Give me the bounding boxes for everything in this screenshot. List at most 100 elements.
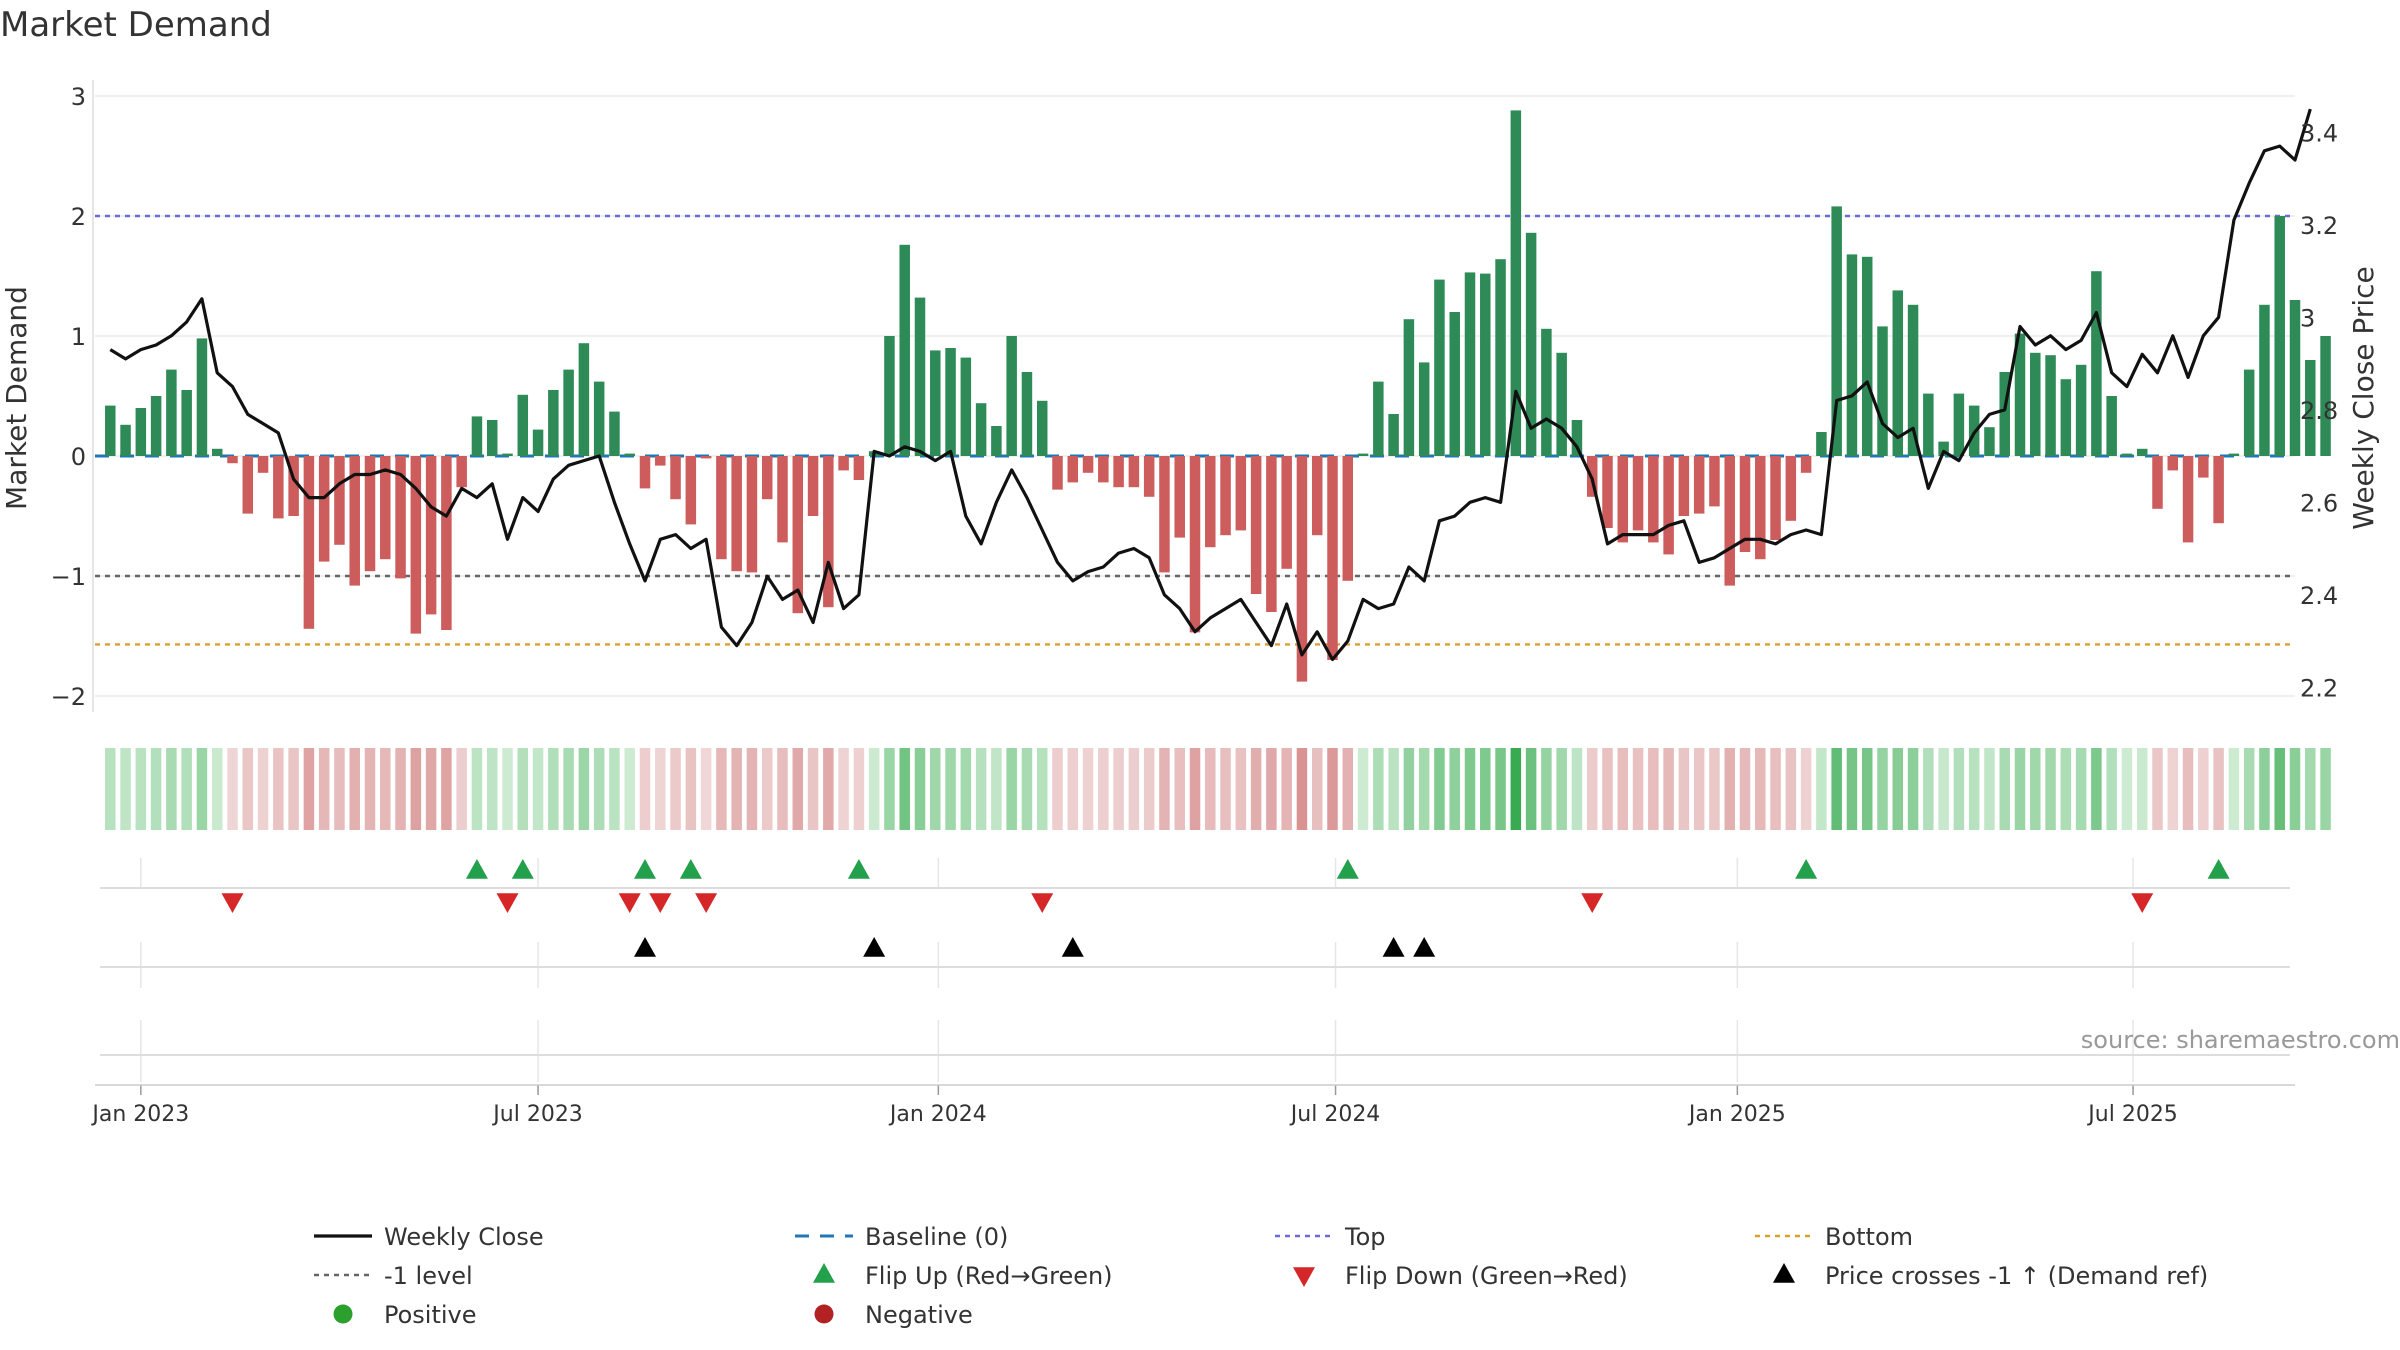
heat-strip-cell [1327,748,1338,830]
y-tick-label: 2 [71,203,86,231]
heat-strip-cell [227,748,238,830]
flip-down-marker [1581,893,1604,913]
demand-bar [1556,352,1567,456]
demand-bar [1327,456,1338,660]
heat-strip-cell [242,748,254,830]
heat-strip-cell [1159,748,1170,830]
demand-bar [731,456,742,572]
heat-strip-cell [532,748,544,830]
heat-strip-cell [1220,748,1231,830]
flip-up-marker [511,859,534,879]
legend-label: Positive [384,1301,477,1329]
heat-strip-cell [2228,748,2240,830]
heat-strip-cell [1846,748,1858,830]
heat-strip-cell [1373,748,1384,830]
demand-bar [1250,456,1262,594]
heat-strip-cell [777,748,788,830]
y-axis-label: Market Demand [0,286,33,510]
heat-strip-cell [1586,748,1598,830]
demand-bar [1434,279,1445,456]
heat-strip-cell [685,748,697,830]
demand-bar [761,456,773,500]
legend-swatch-circle [814,1304,834,1324]
demand-bar [1525,232,1537,456]
demand-bar [823,456,834,608]
demand-bar [1281,456,1292,569]
demand-bar [1143,456,1155,497]
demand-bar [2198,456,2209,478]
demand-bar [1342,456,1354,581]
heat-strip-cell [670,748,681,830]
demand-bar [425,456,437,615]
demand-bar [1602,456,1613,528]
heat-strip-cell [471,748,483,830]
demand-bar [2305,360,2316,456]
demand-bar [884,336,895,456]
flip-down-marker [496,893,519,913]
demand-bar [1846,254,1858,456]
x-tick-label: Jan 2023 [90,1102,189,1127]
heat-strip-cell [2320,748,2331,830]
flip-up-marker [1336,859,1359,879]
demand-bar [1220,456,1231,536]
heat-strip-cell [288,748,299,830]
demand-bar [196,338,208,456]
weekly-close-line [109,108,2312,662]
heat-strip-cell [2136,748,2148,830]
heat-strip-cell [1480,748,1491,830]
heat-strip-cell [1861,748,1873,830]
heat-strip-cell [318,748,330,830]
demand-bar [853,456,865,480]
heat-strip-cell [1968,748,1980,830]
demand-bar [899,244,910,456]
heat-strip-cell [1816,748,1827,830]
heat-strip-cell [899,748,910,830]
heat-strip-cell [1617,748,1629,830]
heat-strip-cell [2198,748,2209,830]
heat-strip-cell [2030,748,2041,830]
demand-bar [135,408,147,456]
flip-up-marker [679,859,702,879]
demand-bar [150,396,162,456]
heat-strip-cell [1006,748,1017,830]
heat-strip-cell [2152,748,2163,830]
heat-strip-cell [655,748,666,830]
legend: Weekly Close Baseline (0) Top Bottom -1 leve… [314,1223,2208,1329]
demand-bar [303,456,315,629]
heat-strip-cell [853,748,865,830]
legend-item: Top [1275,1223,1386,1251]
flip-down-marker [2131,893,2154,913]
demand-bar [670,456,681,500]
price-cross-marker [1382,937,1405,957]
demand-bar [700,456,712,459]
demand-bar [1800,456,1812,473]
legend-item: Weekly Close [314,1223,544,1251]
demand-bar [1571,420,1583,456]
demand-bar [1174,456,1185,538]
heat-strip-cell [2274,748,2285,830]
heat-strip-cell [135,748,147,830]
demand-bar [1449,312,1460,456]
heat-strip-cell [884,748,895,830]
heat-strip-cell [1632,748,1644,830]
demand-bar [2259,304,2270,456]
y2-tick-label: 2.6 [2300,489,2338,517]
demand-bar [1877,326,1888,456]
demand-bar [211,448,223,456]
demand-bar [838,456,849,471]
axes: 3 2 1 0 −1 −2 3.4 3.2 3 2.8 2.6 2.4 2.2 Jan 2023 Jul 2… [51,80,2338,1127]
heat-strip-cell [731,748,742,830]
y2-tick-label: 2.2 [2300,674,2338,702]
demand-bar [1709,456,1720,507]
y-tick-label: 0 [71,443,86,471]
demand-bar [746,456,758,573]
demand-bar [166,369,177,456]
demand-bar [1418,362,1430,456]
heat-strip-cell [1663,748,1674,830]
heat-strip-cell [181,748,192,830]
demand-bar [1693,456,1705,514]
heat-strip-cell [1357,748,1369,830]
y2-tick-label: 3.4 [2300,119,2338,147]
heat-strip-cell [1388,748,1399,830]
